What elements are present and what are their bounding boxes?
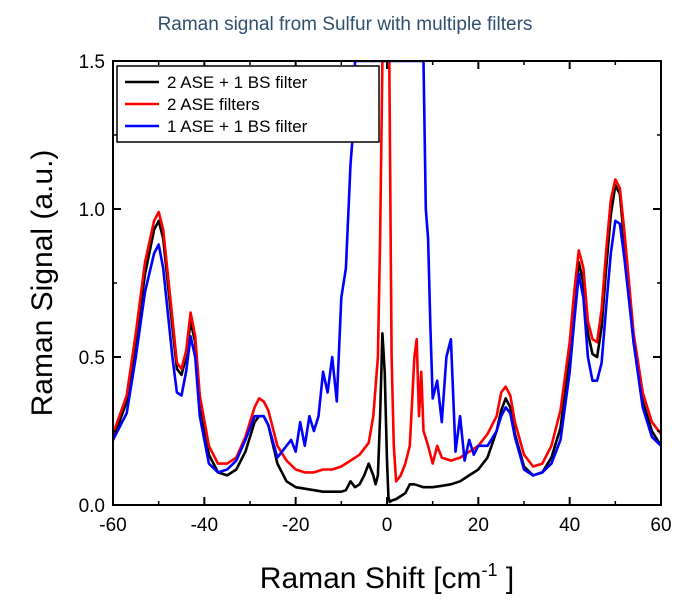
y-tick-label: 1.0 bbox=[79, 200, 105, 221]
y-tick-label: 0.5 bbox=[79, 348, 105, 369]
plot-area: -60 -40 -20 0 20 40 60 0.0 0.5 1.0 1.5 bbox=[79, 52, 672, 536]
legend-label: 2 ASE + 1 BS filter bbox=[167, 73, 308, 92]
x-tick-label: -60 bbox=[99, 515, 126, 536]
legend-label: 1 ASE + 1 BS filter bbox=[167, 117, 308, 136]
legend-label: 2 ASE filters bbox=[167, 95, 260, 114]
x-axis-title-main: Raman Shift [cm bbox=[260, 562, 482, 595]
x-axis-title: Raman Shift [cm-1 ] bbox=[260, 560, 514, 595]
x-tick-label: 40 bbox=[559, 515, 580, 536]
chart-title: Raman signal from Sulfur with multiple f… bbox=[158, 14, 533, 35]
x-tick-label: 60 bbox=[650, 515, 671, 536]
series-line-1 bbox=[113, 184, 661, 504]
x-tick-label: -20 bbox=[282, 515, 309, 536]
legend: 2 ASE + 1 BS filter 2 ASE filters 1 ASE + … bbox=[116, 65, 380, 143]
y-tick-label: 0.0 bbox=[79, 496, 105, 517]
x-tick-label: 0 bbox=[382, 515, 393, 536]
x-tick-label: -40 bbox=[191, 515, 218, 536]
y-tick-label: 1.5 bbox=[79, 52, 105, 73]
x-axis-title-superscript: -1 bbox=[482, 560, 498, 580]
x-tick-label: 20 bbox=[468, 515, 489, 536]
legend-box bbox=[116, 65, 380, 143]
x-axis-title-close: ] bbox=[498, 562, 515, 595]
y-axis-title: Raman Signal (a.u.) bbox=[26, 150, 59, 417]
series-line-3 bbox=[113, 61, 661, 477]
series-line-2 bbox=[113, 61, 661, 483]
